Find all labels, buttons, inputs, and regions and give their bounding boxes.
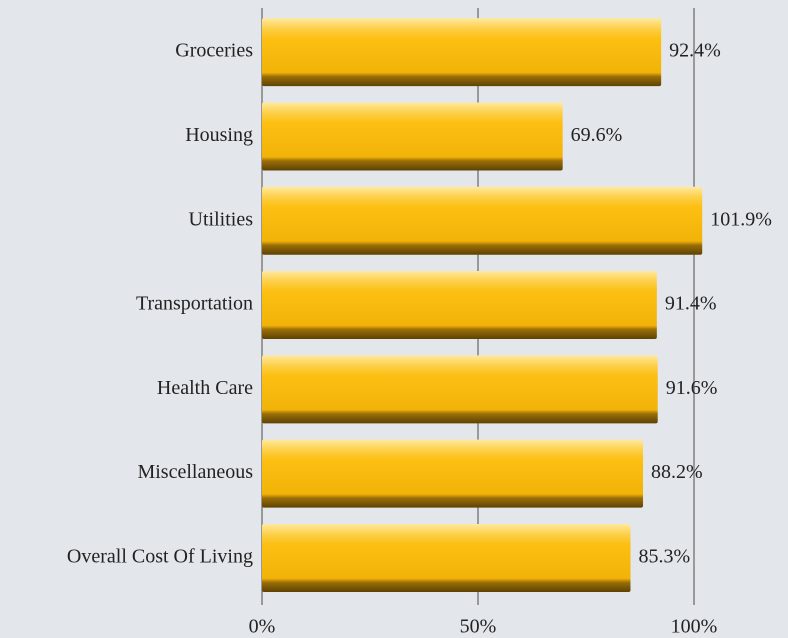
bar bbox=[262, 355, 658, 424]
y-tick-label: Transportation bbox=[136, 293, 253, 315]
y-tick-label: Groceries bbox=[175, 40, 253, 62]
y-tick-label: Utilities bbox=[189, 208, 254, 230]
x-tick-label: 50% bbox=[460, 616, 497, 638]
bar bbox=[262, 186, 703, 255]
value-label: 69.6% bbox=[571, 124, 623, 146]
y-tick-label: Health Care bbox=[157, 377, 253, 399]
y-tick-label: Overall Cost Of Living bbox=[67, 546, 253, 568]
x-tick-label: 100% bbox=[671, 616, 718, 638]
value-label: 88.2% bbox=[651, 461, 703, 483]
value-label: 91.6% bbox=[666, 377, 718, 399]
y-tick-label: Housing bbox=[185, 124, 253, 146]
value-label: 91.4% bbox=[665, 293, 717, 315]
value-label: 101.9% bbox=[710, 208, 772, 230]
x-tick-label: 0% bbox=[249, 616, 276, 638]
value-label: 92.4% bbox=[669, 40, 721, 62]
bar bbox=[262, 18, 662, 87]
y-tick-label: Miscellaneous bbox=[137, 461, 253, 483]
bar bbox=[262, 523, 631, 592]
value-label: 85.3% bbox=[638, 546, 690, 568]
bar bbox=[262, 439, 644, 508]
bar bbox=[262, 271, 657, 340]
bar bbox=[262, 102, 563, 171]
